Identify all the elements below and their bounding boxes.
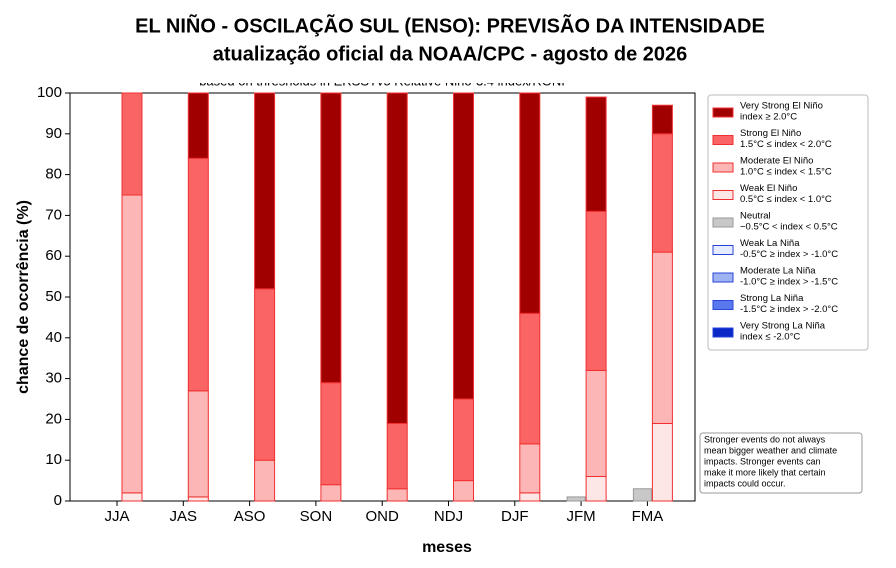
x-tick-label: OND [366,508,400,525]
bar-segment [453,398,474,482]
legend-swatch [712,107,734,118]
x-tick-label: JAS [170,508,198,525]
bar-segment [651,422,673,502]
legend-description: 0.5°C ≤ index < 1.0°C [740,194,832,205]
legend-label: Very Strong La Niña [740,321,826,332]
legend-swatch [712,300,734,310]
x-tick-label: FMA [632,508,664,525]
bar-segment [651,251,673,424]
x-axis-label: meses [422,539,472,556]
legend-label: Weak El Niño [740,183,797,194]
x-tick-label: DJF [501,508,529,525]
bar-segment [585,476,607,502]
legend-description: -1.0°C ≥ index > -1.5°C [740,277,838,288]
bar-segment [254,92,276,290]
x-tick-label: ASO [234,508,266,525]
legend-label: Very Strong El Niño [740,101,823,112]
legend-label: Neutral [740,211,771,222]
bar-segment [585,96,607,212]
bar-segment [651,133,673,253]
legend-label: Strong El Niño [740,128,801,139]
bar-segment [519,492,541,502]
bar-segment [121,92,143,196]
bar-segment [519,92,541,314]
note-text: Stronger events do not always [704,434,826,444]
y-tick-label: 60 [45,247,62,264]
legend-description: -1.5°C ≥ index > -2.0°C [740,304,838,315]
chart-title: EL NIÑO - OSCILAÇÃO SUL (ENSO): PREVISÃO… [135,14,765,37]
y-tick-label: 80 [45,166,62,183]
y-tick-label: 0 [54,492,62,509]
bar-segment [121,194,143,494]
legend-description: 1.5°C ≤ index < 2.0°C [740,139,832,150]
bar-segment [585,210,607,371]
x-tick-label: JJA [104,508,129,525]
chart-subtitle: atualização oficial da NOAA/CPC - agosto… [213,43,688,65]
bar-segment [519,443,541,494]
bar-segment [386,422,408,490]
bar-segment [320,484,342,502]
bar-segment [254,459,276,502]
y-tick-label: 20 [45,410,62,427]
bar-segment [453,92,474,400]
legend-swatch [712,190,734,200]
legend-swatch [712,272,734,283]
bar-segment [632,488,652,502]
bar-segment [651,104,673,135]
legend-description: -0.5°C ≥ index > -1.0°C [740,249,838,260]
bar-segment [187,390,209,498]
note-text: impacts. Stronger events can [704,456,821,466]
legend-label: Moderate La Niña [740,266,816,277]
note-text: impacts could occur. [704,478,786,488]
legend-swatch [712,327,734,338]
legend-description: index ≤ -2.0°C [740,332,800,343]
bar-segment [585,369,607,478]
y-tick-label: 100 [37,84,62,101]
y-tick-label: 70 [45,206,62,223]
bar-segment [187,92,209,159]
x-tick-label: SON [300,508,333,525]
inner-title: based on thresholds in ERSSTv5 Relative … [199,73,565,88]
legend-swatch [712,135,734,145]
bar-segment [386,92,408,424]
x-tick-label: NDJ [434,508,463,525]
x-tick-label: JFM [567,508,596,525]
note-text: make it more likely that certain [704,467,826,477]
legend-description: index ≥ 2.0°C [740,112,797,123]
y-tick-label: 50 [45,288,62,305]
y-tick-label: 40 [45,329,62,346]
bar-segment [254,288,276,461]
legend-label: Weak La Niña [740,238,800,249]
bar-segment [386,488,408,502]
bar-segment [187,496,209,502]
legend-swatch [712,245,734,255]
bar-segment [187,157,209,392]
bar-segment [519,312,541,445]
legend-label: Moderate El Niño [740,156,813,167]
y-tick-label: 30 [45,370,62,387]
legend-swatch [712,162,734,173]
bar-segment [566,496,586,502]
note-box [699,432,863,494]
legend-box [707,94,869,351]
y-axis-label: chance de ocorrência (%) [15,200,32,394]
legend-description: −0.5°C < index < 0.5°C [740,222,838,233]
legend-label: Strong La Niña [740,293,804,304]
legend-description: 1.0°C ≤ index < 1.5°C [740,167,832,178]
note-text: mean bigger weather and climate [704,445,837,455]
y-tick-label: 90 [45,125,62,142]
bar-segment [121,492,143,502]
y-tick-label: 10 [45,451,62,468]
bar-segment [453,480,474,502]
bar-segment [320,92,342,384]
bar-segment [320,382,342,486]
legend-swatch [712,217,734,228]
